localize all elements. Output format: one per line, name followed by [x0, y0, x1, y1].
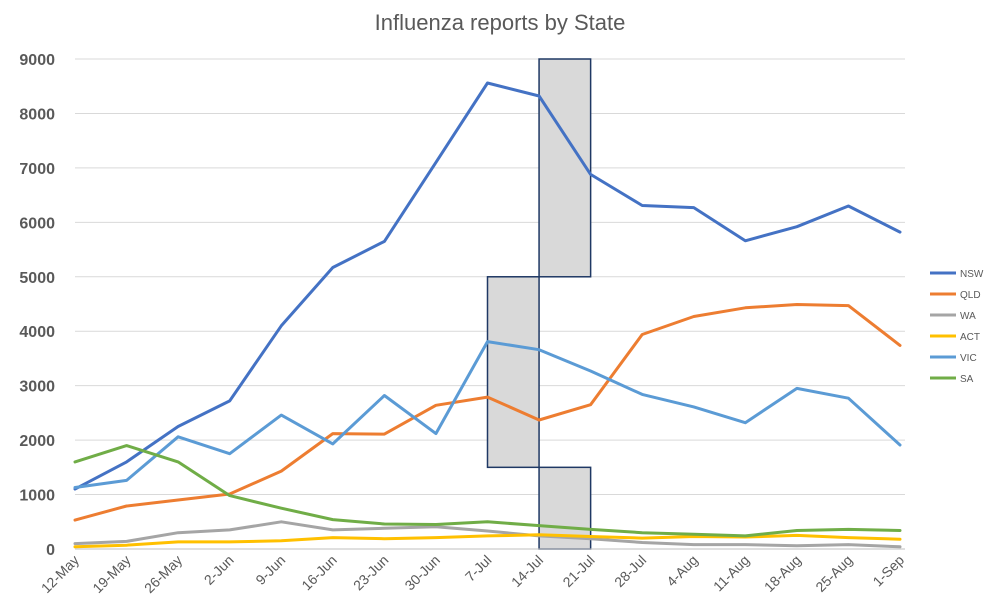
legend-label-act: ACT: [960, 332, 980, 343]
y-tick-label: 5000: [19, 270, 55, 287]
x-tick-label: 4-Aug: [663, 552, 701, 590]
legend-label-sa: SA: [960, 374, 974, 385]
x-tick-label: 19-May: [89, 552, 133, 596]
legend-label-vic: VIC: [960, 353, 977, 364]
x-tick-label: 25-Aug: [812, 552, 855, 595]
y-tick-label: 6000: [19, 215, 55, 232]
x-tick-label: 1-Sep: [869, 552, 907, 590]
series-line-vic: [73, 340, 902, 489]
y-tick-label: 8000: [19, 106, 55, 123]
x-tick-label: 26-May: [141, 552, 185, 596]
highlight-box: [538, 58, 592, 278]
legend-label-qld: QLD: [960, 290, 981, 301]
x-tick-label: 11-Aug: [710, 552, 753, 595]
x-tick-label: 23-Jun: [350, 552, 392, 594]
y-tick-label: 2000: [19, 433, 55, 450]
legend: NSW QLD WA ACT VIC SA: [930, 269, 984, 385]
y-tick-label: 3000: [19, 379, 55, 396]
x-tick-label: 18-Aug: [761, 552, 804, 595]
y-tick-label: 4000: [19, 324, 55, 341]
x-tick-label: 14-Jul: [508, 552, 546, 590]
chart-title: Influenza reports by State: [374, 10, 626, 35]
series-lines: [73, 81, 902, 549]
y-tick-label: 9000: [19, 52, 55, 69]
x-tick-label: 28-Jul: [611, 552, 649, 590]
y-tick-label: 1000: [19, 488, 55, 505]
series-line-nsw: [73, 81, 902, 491]
y-axis-ticks: 0 1000 2000 3000 4000 5000 6000 7000 8000 9000: [19, 52, 55, 559]
highlight-box: [486, 276, 540, 469]
x-tick-label: 7-Jul: [462, 552, 495, 585]
series-line-wa: [73, 520, 902, 549]
legend-label-nsw: NSW: [960, 269, 984, 280]
x-tick-label: 21-Jul: [559, 552, 597, 590]
x-axis-ticks: 12-May 19-May 26-May 2-Jun 9-Jun 16-Jun 23-Jun…: [38, 552, 907, 596]
highlight-boxes: [486, 58, 592, 550]
x-tick-label: 2-Jun: [201, 552, 237, 588]
x-tick-label: 30-Jun: [401, 552, 443, 594]
y-tick-label: 7000: [19, 161, 55, 178]
legend-label-wa: WA: [960, 311, 976, 322]
y-tick-label: 0: [46, 542, 55, 559]
series-line-act: [73, 533, 902, 549]
x-tick-label: 9-Jun: [252, 552, 288, 588]
x-tick-label: 16-Jun: [298, 552, 340, 594]
series-line-sa: [73, 444, 902, 538]
x-tick-label: 12-May: [38, 552, 82, 596]
series-line-qld: [73, 303, 902, 522]
